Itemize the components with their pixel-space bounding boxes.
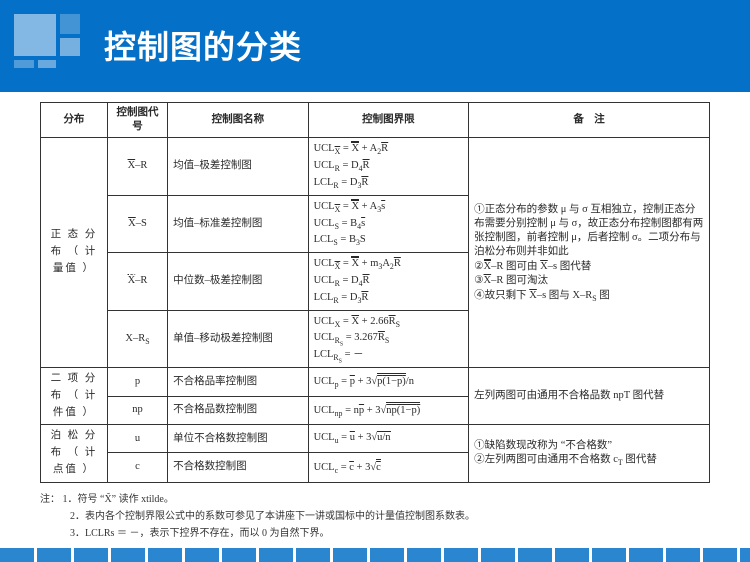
limits-cell: UCLX = X + A2RUCLR = D4RLCLR = D3R: [308, 138, 469, 195]
footnote-1: 1．符号 “X̃” 读作 xtilde。: [63, 494, 174, 505]
notes-label: 注：: [40, 494, 60, 505]
th-remark: 备 注: [469, 103, 710, 138]
name-cell: 单位不合格数控制图: [168, 425, 308, 453]
distribution-cell: 泊 松 分 布 （ 计 点值 ）: [41, 425, 108, 482]
remark-cell: ①缺陷数现改称为 “不合格数”②左列两图可由通用不合格数 cT 图代替: [469, 425, 710, 482]
table-row: 泊 松 分 布 （ 计 点值 ）u单位不合格数控制图UCLu = u + 3√u…: [41, 425, 710, 453]
limits-cell: UCLnp = np + 3√np(1−p): [308, 396, 469, 425]
limits-cell: UCLX = X + 2.66RSUCLRS = 3.267RSLCLRS = …: [308, 310, 469, 367]
name-cell: 不合格品率控制图: [168, 367, 308, 396]
distribution-cell: 二 项 分 布 （ 计 件值 ）: [41, 367, 108, 424]
limits-cell: UCLX = X + A3sUCLS = B4sLCLS = B3S: [308, 195, 469, 252]
table-header-row: 分布 控制图代号 控制图名称 控制图界限 备 注: [41, 103, 710, 138]
table-container: 分布 控制图代号 控制图名称 控制图界限 备 注 正 态 分 布 （ 计 量值 …: [0, 92, 750, 485]
code-cell: p: [107, 367, 167, 396]
name-cell: 均值–标准差控制图: [168, 195, 308, 252]
table-row: 二 项 分 布 （ 计 件值 ）p不合格品率控制图UCLp = p + 3√p(…: [41, 367, 710, 396]
th-name: 控制图名称: [168, 103, 308, 138]
name-cell: 不合格数控制图: [168, 453, 308, 482]
footnote-2: 2．表内各个控制界限公式中的系数可参见了本讲座下一讲或国标中的计量值控制图系数表…: [70, 508, 710, 525]
slide-title: 控制图的分类: [104, 22, 302, 68]
code-cell: X–RS: [107, 310, 167, 367]
code-cell: X̃–R: [107, 253, 167, 310]
th-distribution: 分布: [41, 103, 108, 138]
limits-cell: UCLc = c + 3√c: [308, 453, 469, 482]
table-row: 正 态 分 布 （ 计 量值 ）X–R均值–极差控制图UCLX = X + A2…: [41, 138, 710, 195]
limits-cell: UCLu = u + 3√u/n: [308, 425, 469, 453]
remark-cell: ①正态分布的参数 μ 与 σ 互相独立，控制正态分布需要分别控制 μ 与 σ，故…: [469, 138, 710, 368]
code-cell: u: [107, 425, 167, 453]
classification-table: 分布 控制图代号 控制图名称 控制图界限 备 注 正 态 分 布 （ 计 量值 …: [40, 102, 710, 483]
limits-cell: UCLp = p + 3√p(1−p)/n: [308, 367, 469, 396]
limits-cell: UCLX̃ = X̃ + m3A2RUCLR = D4RLCLR = D3R: [308, 253, 469, 310]
remark-cell: 左列两图可由通用不合格品数 npT 图代替: [469, 367, 710, 424]
slide-header: 控制图的分类: [0, 0, 750, 92]
name-cell: 不合格品数控制图: [168, 396, 308, 425]
footnote-3: 3．LCLRs ＝ －，表示下控界不存在，而以 0 为自然下界。: [70, 525, 710, 542]
name-cell: 均值–极差控制图: [168, 138, 308, 195]
code-cell: np: [107, 396, 167, 425]
code-cell: X–R: [107, 138, 167, 195]
name-cell: 单值–移动极差控制图: [168, 310, 308, 367]
th-code: 控制图代号: [107, 103, 167, 138]
footer-strip: [0, 548, 750, 562]
code-cell: X–S: [107, 195, 167, 252]
distribution-cell: 正 态 分 布 （ 计 量值 ）: [41, 138, 108, 368]
name-cell: 中位数–极差控制图: [168, 253, 308, 310]
code-cell: c: [107, 453, 167, 482]
th-limits: 控制图界限: [308, 103, 469, 138]
footnotes: 注： 1．符号 “X̃” 读作 xtilde。 2．表内各个控制界限公式中的系数…: [0, 485, 750, 542]
